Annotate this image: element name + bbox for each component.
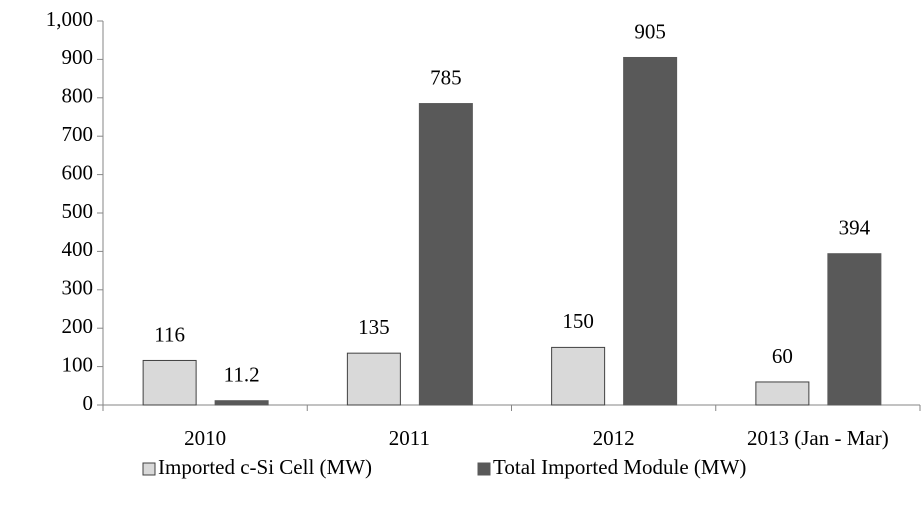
x-tick-label: 2013 (Jan - Mar)	[747, 426, 889, 450]
y-tick-label: 400	[62, 237, 94, 261]
legend-swatch	[477, 462, 491, 476]
legend-label: Imported c-Si Cell (MW)	[158, 455, 372, 479]
data-label: 116	[154, 322, 185, 346]
y-tick-label: 200	[62, 314, 94, 338]
data-label: 11.2	[224, 363, 260, 387]
data-label: 135	[358, 315, 390, 339]
bar	[346, 352, 401, 406]
x-tick-label: 2012	[593, 426, 635, 450]
data-label: 394	[839, 216, 871, 240]
y-tick-label: 100	[62, 352, 94, 376]
y-tick-label: 300	[62, 276, 94, 300]
bar	[551, 346, 606, 406]
y-tick-label: 500	[62, 199, 94, 223]
bar	[623, 56, 678, 406]
y-tick-label: 1,000	[46, 7, 93, 31]
bar	[214, 400, 269, 406]
x-tick-label: 2011	[389, 426, 430, 450]
bar	[418, 103, 473, 406]
bar	[755, 381, 810, 406]
y-tick-label: 600	[62, 160, 94, 184]
data-label: 60	[772, 344, 793, 368]
legend-label: Total Imported Module (MW)	[493, 455, 746, 479]
data-label: 150	[562, 309, 594, 333]
data-label: 785	[430, 65, 462, 89]
legend-swatch	[142, 462, 156, 476]
y-tick-label: 900	[62, 45, 94, 69]
y-tick-label: 800	[62, 84, 94, 108]
data-label: 905	[634, 19, 666, 43]
bar	[142, 359, 197, 406]
y-tick-label: 700	[62, 122, 94, 146]
x-tick-label: 2010	[184, 426, 226, 450]
bar	[827, 253, 882, 406]
y-tick-label: 0	[83, 391, 94, 415]
